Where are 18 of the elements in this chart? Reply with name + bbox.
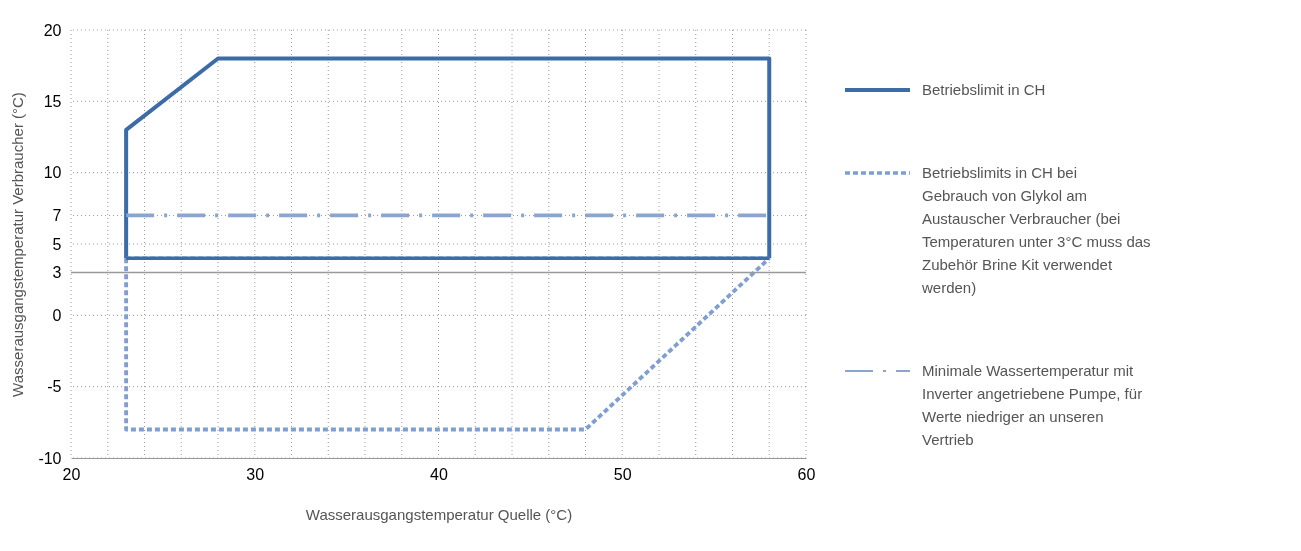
y-tick-label: 0: [52, 306, 62, 324]
x-tick-label: 60: [797, 465, 816, 483]
y-tick-label: 7: [52, 206, 62, 224]
y-tick-label: 20: [43, 21, 62, 39]
x-tick-label: 40: [430, 465, 448, 483]
legend-label: Betriebslimits in CH bei Gebrauch von Glykol am Austauscher Verbraucher (bei Temperaturen unter 3°C muss das Zubehör Brine Kit verwendet werden): [921, 164, 1151, 296]
x-tick-label: 50: [613, 465, 632, 483]
legend-label: Betriebslimit in CH: [922, 81, 1046, 98]
x-tick-label: 30: [246, 465, 265, 483]
x-axis-title: Wasserausgangstemperatur Quelle (°C): [305, 505, 573, 523]
y-tick-label: 10: [43, 164, 62, 182]
legend-label: Minimale Wassertemperatur mit Inverter angetriebene Pumpe, für Werte niedriger an unseren Vertrieb: [922, 362, 1143, 448]
y-tick-label: 5: [52, 235, 62, 253]
y-tick-label: -5: [47, 378, 62, 396]
y-tick-label: 3: [52, 264, 62, 282]
y-axis-title: Wasserausgangstemperatur Verbraucher (°C): [9, 92, 27, 397]
y-tick-label: -10: [38, 449, 62, 467]
y-tick-label: 15: [43, 92, 62, 110]
